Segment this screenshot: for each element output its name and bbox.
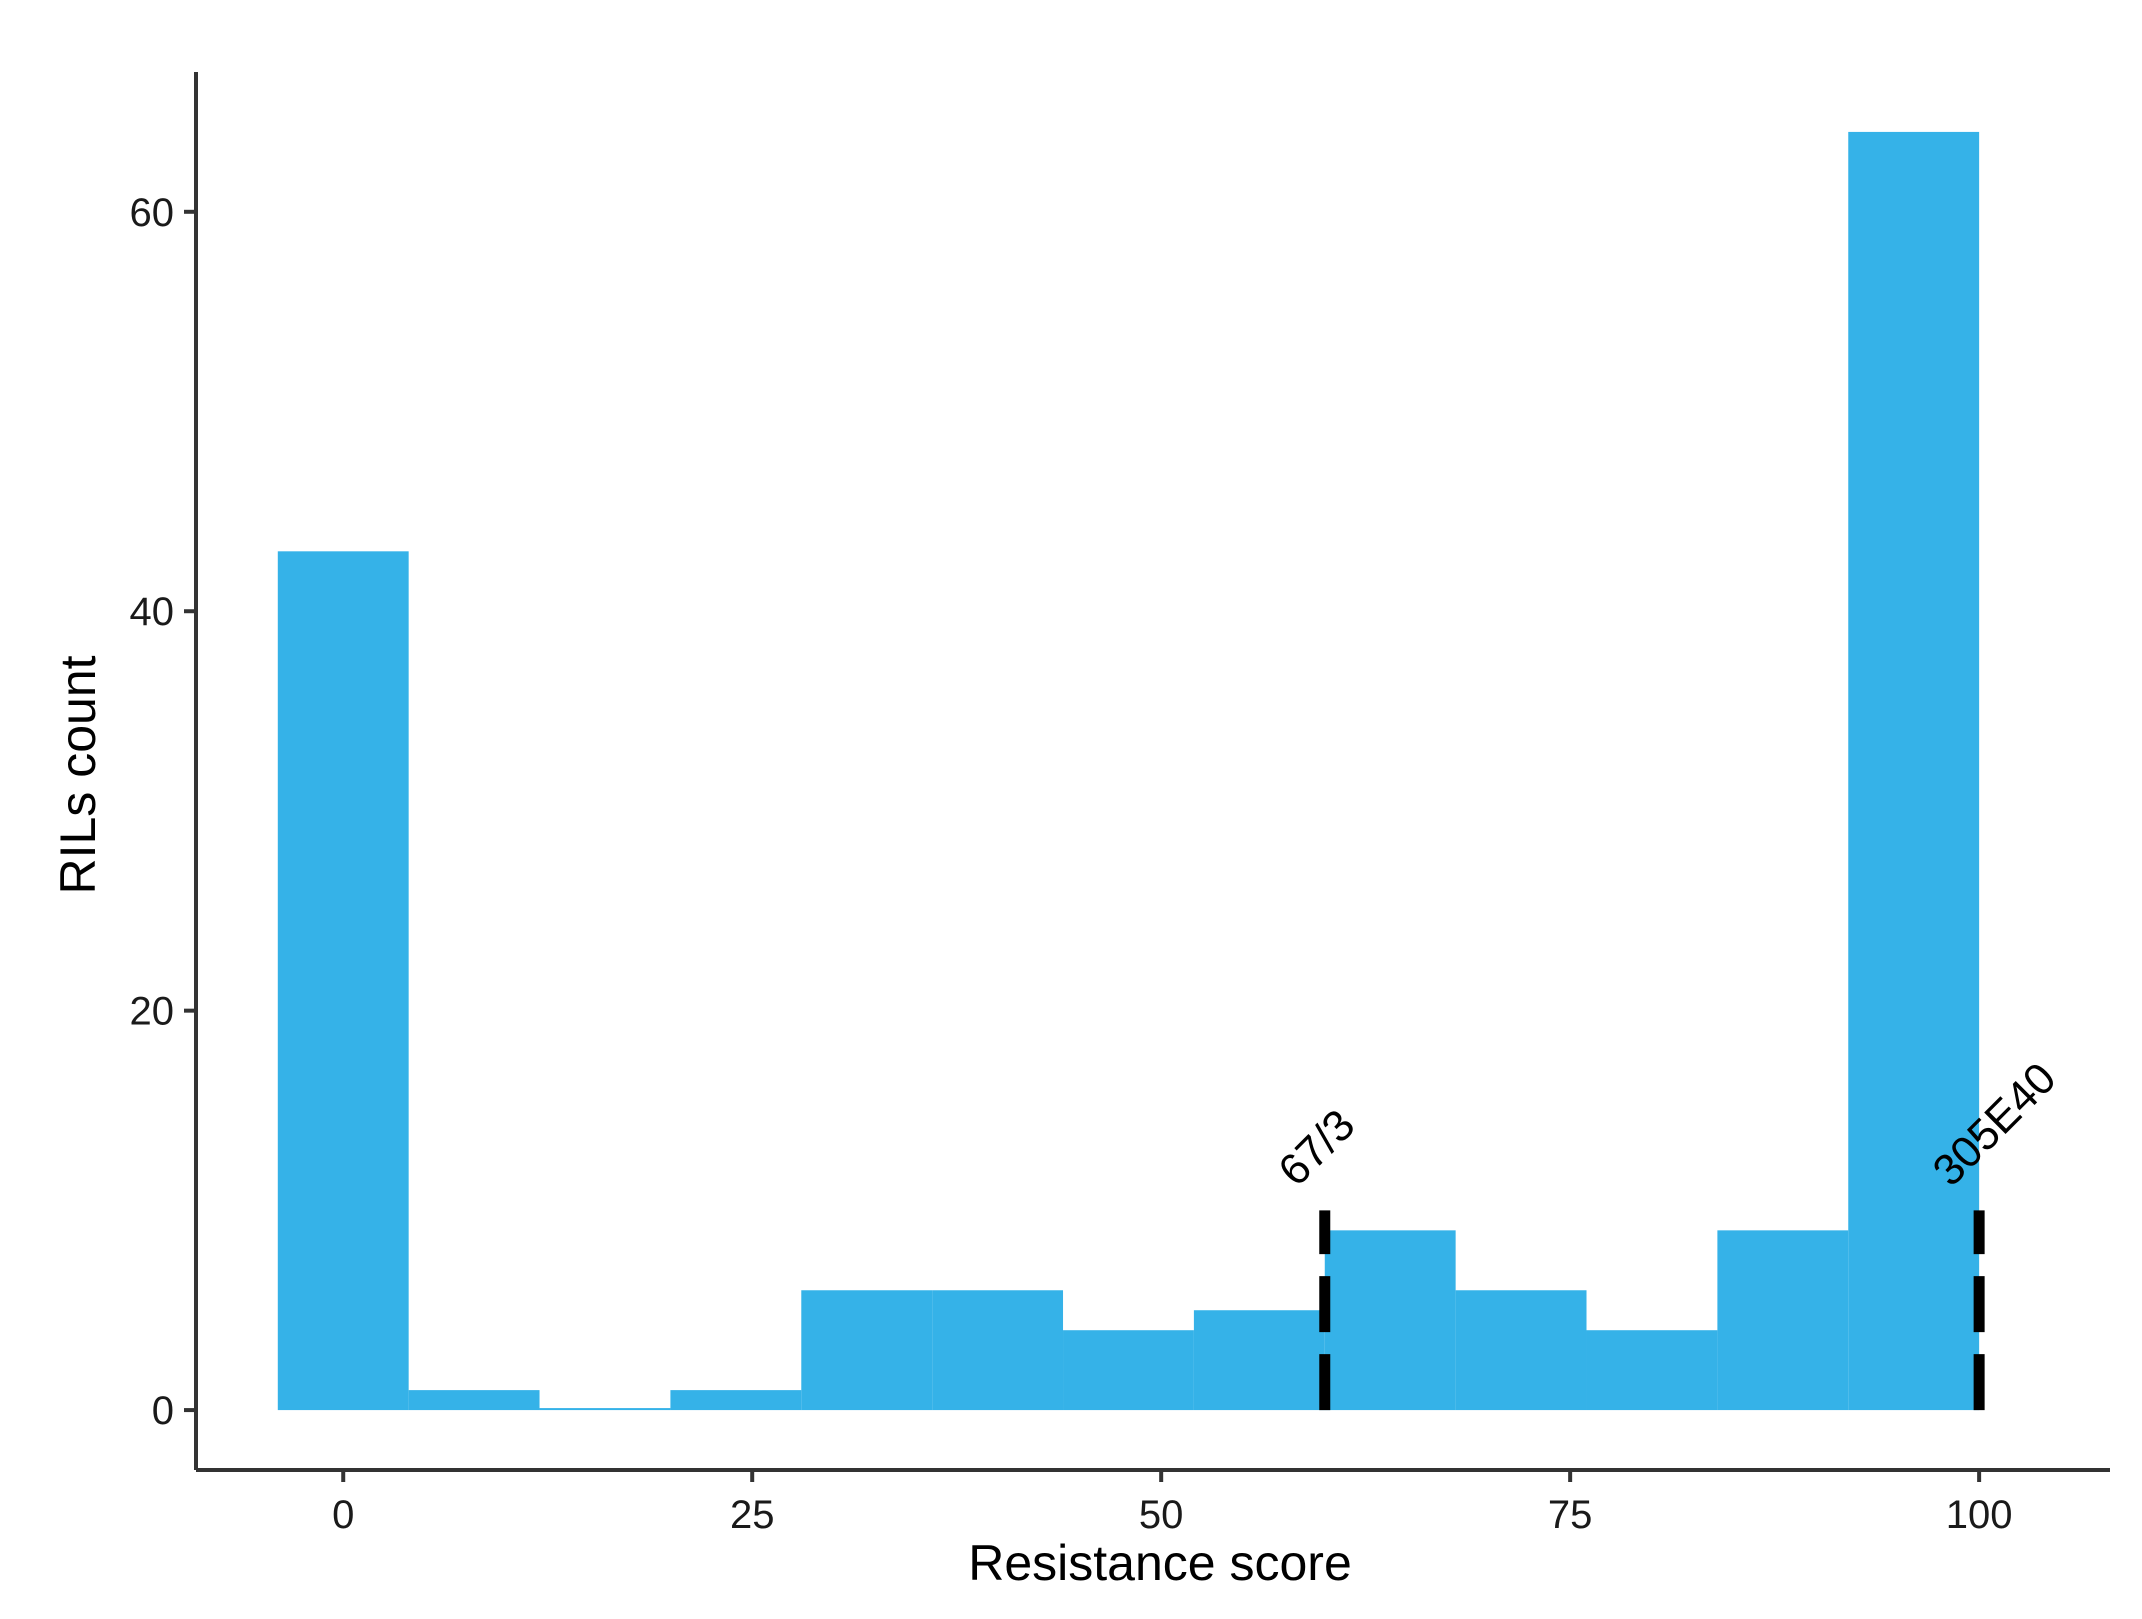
x-axis-title: Resistance score [968,1535,1352,1591]
histogram-bar-1 [408,1390,540,1411]
histogram-bar-8 [1324,1230,1456,1411]
histogram-bar-2 [539,1408,671,1411]
histogram-bar-9 [1455,1290,1587,1411]
annotation-lines [1319,1210,1985,1411]
histogram-bar-6 [1063,1330,1194,1411]
y-tick-label-2: 40 [130,590,175,634]
histogram-bar-7 [1193,1310,1325,1411]
x-tick-label-3: 75 [1548,1493,1593,1537]
histogram-bar-12 [1848,131,1980,1411]
annotation-label-0: 67/3 [1269,1100,1364,1195]
axes [184,72,2110,1482]
y-tick-label-1: 20 [130,990,175,1034]
x-tick-label-4: 100 [1946,1493,2013,1537]
y-axis-title: RILs count [50,655,106,894]
x-tick-label-2: 50 [1139,1493,1184,1537]
x-tick-label-0: 0 [332,1493,354,1537]
x-tick-label-1: 25 [730,1493,775,1537]
y-tick-label-3: 60 [130,191,175,235]
histogram-bar-3 [670,1390,802,1411]
y-tick-label-0: 0 [152,1389,174,1433]
histogram-bar-11 [1717,1230,1849,1411]
histogram-bar-5 [932,1290,1064,1411]
histogram-bar-10 [1586,1330,1718,1411]
tick-labels: 0 25 50 75 100 0 20 40 60 [130,191,2013,1537]
histogram-bar-4 [801,1290,933,1411]
histogram-bar-0 [277,551,409,1411]
histogram-bars [277,131,1980,1411]
